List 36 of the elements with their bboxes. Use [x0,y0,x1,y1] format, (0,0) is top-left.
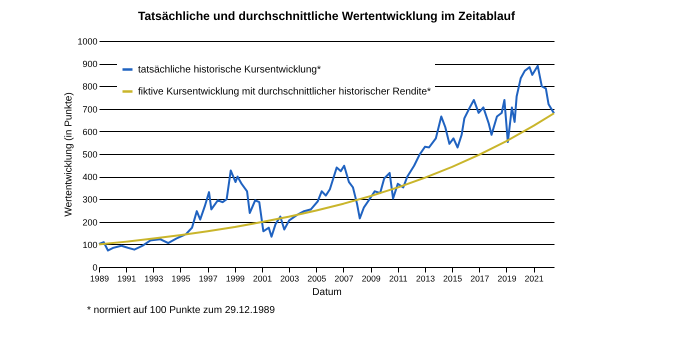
x-tick-label: 1995 [172,274,191,284]
x-tick-label: 2017 [470,274,490,284]
legend-label: tatsächliche historische Kursentwicklung* [138,64,321,76]
y-axis-title: Wertentwicklung (in Punkte) [63,92,74,217]
y-tick-label: 100 [82,240,98,250]
x-tick-label: 2011 [389,274,408,284]
x-tick-label: 1997 [198,274,218,284]
y-tick-label: 1000 [77,36,98,46]
y-tick-label: 0 [92,262,98,272]
x-tick-label: 1993 [144,274,164,284]
x-tick-label: 2005 [307,274,327,284]
y-tick-label: 700 [82,104,98,114]
x-tick-label: 2009 [362,274,381,284]
x-tick-label: 1999 [226,274,246,284]
y-tick-label: 400 [82,172,98,182]
line-series [98,112,555,246]
y-tick-label: 800 [82,82,98,92]
x-tick-label: 2001 [253,274,272,284]
x-tick-label: 1989 [90,274,110,284]
y-tick-label: 500 [82,150,98,160]
x-tick-label: 1991 [117,274,136,284]
x-tick-label: 2019 [498,274,517,284]
legend-label: fiktive Kursentwicklung mit durchschnittlicher historischer Rendite* [138,86,432,98]
y-tick-label: 900 [82,59,98,70]
x-tick-label: 2021 [524,274,544,284]
x-tick-label: 2003 [280,274,300,284]
y-tick-label: 300 [82,194,98,205]
chart-title: Tatsächliche und durchschnittliche Wertentwicklung im Zeitablauf [138,9,516,23]
x-tick-label: 2007 [334,274,354,284]
x-tick-label: 2015 [443,274,462,284]
y-tick-label: 200 [82,217,98,228]
text: * normiert auf 100 Punkte zum 29.12.1989 [87,305,276,316]
x-axis-title: Datum [312,287,342,298]
x-tick-label: 2013 [416,274,436,284]
y-tick-label: 600 [82,126,98,137]
line-series [98,64,555,252]
